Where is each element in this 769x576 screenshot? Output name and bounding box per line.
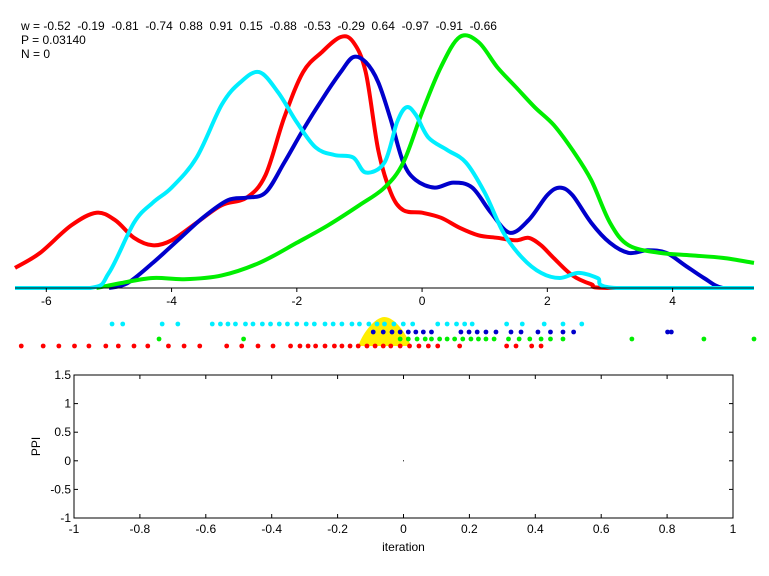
density-x-tick-label: -4 <box>166 294 177 308</box>
density-x-tick-label: -6 <box>41 294 52 308</box>
p-value-readout: P = 0.03140 <box>21 33 86 47</box>
density-x-tick-label: 4 <box>669 294 676 308</box>
density-line-green <box>96 33 755 290</box>
density-curves <box>13 33 755 291</box>
density-line-cyan <box>15 69 754 291</box>
n-readout: N = 0 <box>21 47 51 61</box>
density-x-ticks: -6 -4 -2 0 2 4 <box>41 288 676 308</box>
weights-readout: w = -0.52 -0.19 -0.81 -0.74 0.88 0.91 0.… <box>21 19 497 33</box>
density-x-tick-label: -2 <box>291 294 302 308</box>
density-x-tick-label: 0 <box>419 294 426 308</box>
density-line-blue <box>108 54 754 290</box>
density-x-tick-label: 2 <box>544 294 551 308</box>
density-line-red <box>13 34 754 291</box>
